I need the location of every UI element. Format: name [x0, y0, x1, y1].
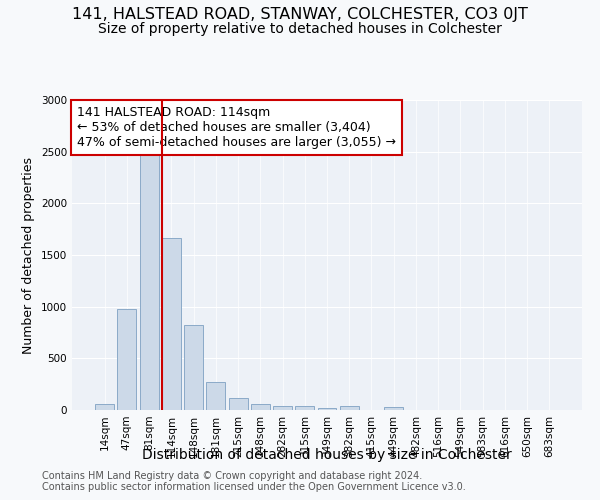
Bar — [140, 155, 158, 410]
Text: 141 HALSTEAD ROAD: 114sqm
← 53% of detached houses are smaller (3,404)
47% of se: 141 HALSTEAD ROAD: 114sqm ← 53% of detac… — [77, 106, 396, 149]
Bar — [118, 308, 136, 410]
Bar — [384, 407, 403, 410]
Text: 141, HALSTEAD ROAD, STANWAY, COLCHESTER, CO3 0JT: 141, HALSTEAD ROAD, STANWAY, COLCHESTER,… — [72, 8, 528, 22]
Text: Size of property relative to detached houses in Colchester: Size of property relative to detached ho… — [98, 22, 502, 36]
Bar — [295, 406, 314, 410]
Text: Contains HM Land Registry data © Crown copyright and database right 2024.: Contains HM Land Registry data © Crown c… — [42, 471, 422, 481]
Y-axis label: Number of detached properties: Number of detached properties — [22, 156, 35, 354]
Bar — [184, 325, 203, 410]
Bar — [251, 404, 270, 410]
Bar — [162, 238, 181, 410]
Bar — [206, 382, 225, 410]
Bar — [95, 404, 114, 410]
Text: Distribution of detached houses by size in Colchester: Distribution of detached houses by size … — [142, 448, 512, 462]
Bar — [317, 408, 337, 410]
Text: Contains public sector information licensed under the Open Government Licence v3: Contains public sector information licen… — [42, 482, 466, 492]
Bar — [273, 406, 292, 410]
Bar — [340, 406, 359, 410]
Bar — [229, 398, 248, 410]
